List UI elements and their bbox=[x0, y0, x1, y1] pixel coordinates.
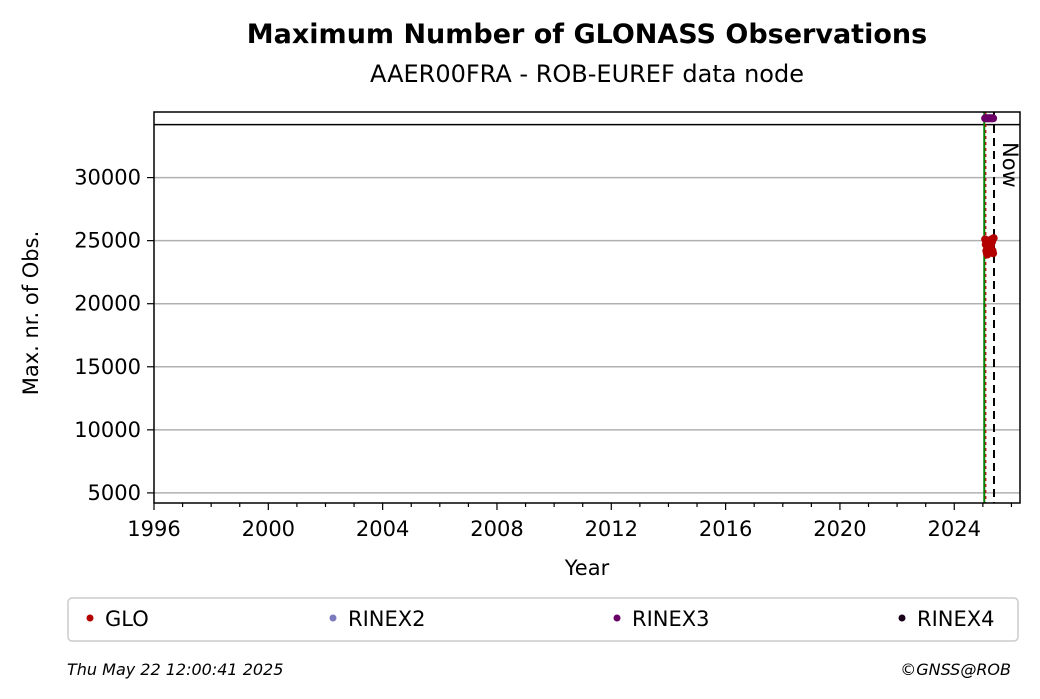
x-tick-label: 2024 bbox=[928, 517, 981, 541]
copyright: ©GNSS@ROB bbox=[900, 660, 1011, 679]
legend-label-rinex3: RINEX3 bbox=[632, 607, 710, 631]
point-glo bbox=[989, 249, 998, 258]
x-tick-label: 2008 bbox=[470, 517, 523, 541]
x-tick-label: 1996 bbox=[127, 517, 180, 541]
x-axis-label: Year bbox=[564, 556, 610, 580]
x-axis-ticks: 1996 2000 2004 2008 2012 2016 2020 2024 bbox=[127, 503, 1013, 541]
legend-marker-glo bbox=[86, 614, 94, 622]
y-axis-ticks: 5000 10000 15000 20000 25000 30000 bbox=[74, 166, 154, 505]
y-axis-label: Max. nr. of Obs. bbox=[19, 231, 43, 396]
chart-title: Maximum Number of GLONASS Observations bbox=[247, 19, 927, 50]
point-glo bbox=[989, 234, 998, 243]
y-gridlines bbox=[154, 176, 1020, 494]
y-tick-label: 30000 bbox=[74, 166, 141, 190]
timestamp: Thu May 22 12:00:41 2025 bbox=[67, 660, 283, 679]
legend: GLO RINEX2 RINEX3 RINEX4 bbox=[86, 607, 995, 631]
legend-marker-rinex3 bbox=[613, 614, 621, 622]
x-tick-label: 2004 bbox=[356, 517, 409, 541]
y-tick-label: 25000 bbox=[74, 229, 141, 253]
data-points bbox=[981, 114, 998, 259]
chart-subtitle: AAER00FRA - ROB-EUREF data node bbox=[370, 60, 804, 88]
y-tick-label: 5000 bbox=[88, 481, 141, 505]
x-tick-label: 2000 bbox=[242, 517, 295, 541]
legend-box bbox=[67, 597, 1019, 642]
point-rinex3 bbox=[989, 114, 998, 123]
legend-marker-rinex2 bbox=[329, 614, 337, 622]
x-tick-label: 2020 bbox=[813, 517, 866, 541]
plot-frame bbox=[153, 111, 1021, 504]
reference-lines: Now bbox=[154, 112, 1022, 503]
legend-marker-rinex4 bbox=[898, 614, 906, 622]
x-tick-label: 2016 bbox=[699, 517, 752, 541]
legend-label-glo: GLO bbox=[105, 607, 149, 631]
y-tick-label: 10000 bbox=[74, 418, 141, 442]
y-tick-label: 20000 bbox=[74, 292, 141, 316]
y-tick-label: 15000 bbox=[74, 355, 141, 379]
now-label: Now bbox=[998, 142, 1022, 188]
x-tick-label: 2012 bbox=[585, 517, 638, 541]
legend-label-rinex4: RINEX4 bbox=[917, 607, 995, 631]
legend-label-rinex2: RINEX2 bbox=[348, 607, 426, 631]
